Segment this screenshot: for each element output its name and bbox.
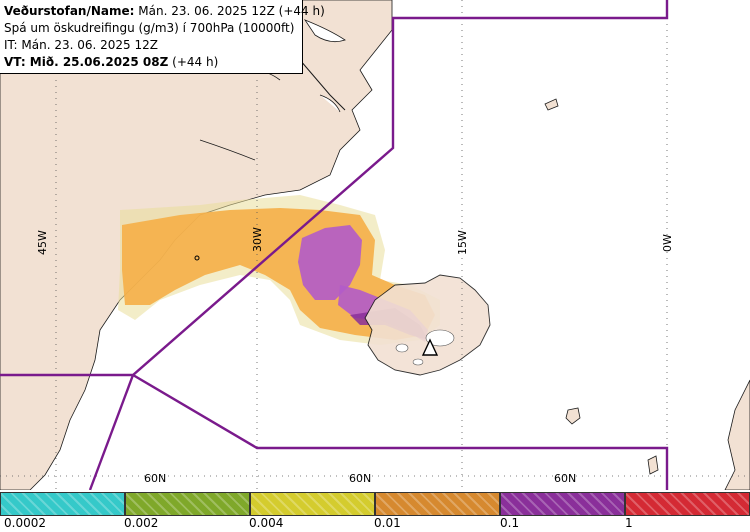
ash-plume-high: [298, 225, 362, 300]
longitude-label-15w: 15W: [456, 230, 469, 255]
legend-tick-label: 1: [625, 516, 633, 530]
longitude-label-45w: 45W: [36, 230, 49, 255]
legend-tick-label: 0.004: [249, 516, 284, 530]
legend-swatch: [625, 492, 750, 516]
fir-boundary: [0, 0, 669, 491]
longitude-gridlines: [0, 0, 750, 490]
iceland-landmass: [364, 274, 491, 376]
latitude-label-60n: 60N: [349, 472, 371, 485]
issuer-date: Mán. 23. 06. 2025 12Z (+44 h): [134, 4, 325, 18]
small-island: [544, 98, 559, 111]
legend-swatch: [500, 492, 625, 516]
small-island: [565, 407, 581, 425]
latitude-label-60n: 60N: [554, 472, 576, 485]
valid-time-offset: (+44 h): [168, 55, 219, 69]
longitude-label-30w: 30W: [251, 227, 264, 252]
latitude-label-60n: 60N: [144, 472, 166, 485]
legend-tick-label: 0.01: [374, 516, 401, 530]
volcano-triangle-icon: [421, 338, 439, 356]
info-line-issuer: Veðurstofan/Name: Mán. 23. 06. 2025 12Z …: [4, 3, 325, 20]
legend-swatch: [250, 492, 375, 516]
small-island: [647, 455, 659, 475]
valid-time-label: VT: Mið. 25.06.2025 08Z: [4, 55, 169, 69]
legend-swatch: [375, 492, 500, 516]
norway-coast: [724, 379, 750, 491]
forecast-info-box: Veðurstofan/Name: Mán. 23. 06. 2025 12Z …: [0, 0, 325, 74]
info-line-issue-time: IT: Mán. 23. 06. 2025 12Z: [4, 38, 158, 52]
legend-tick-label: 0.1: [500, 516, 520, 530]
legend-tick-label: 0.002: [124, 516, 159, 530]
legend-swatch: [125, 492, 250, 516]
legend-swatch: [0, 492, 125, 516]
info-line-valid-time: VT: Mið. 25.06.2025 08Z (+44 h): [4, 54, 302, 71]
legend-tick-label: 0.0002: [4, 516, 46, 530]
longitude-label-0w: 0W: [661, 234, 674, 252]
concentration-legend: 0.0002 0.002 0.004 0.01 0.1 1: [0, 490, 750, 532]
info-line-description: Spá um öskudreifingu (g/m3) í 700hPa (10…: [4, 21, 295, 35]
issuer-label: Veðurstofan/Name:: [4, 4, 135, 18]
